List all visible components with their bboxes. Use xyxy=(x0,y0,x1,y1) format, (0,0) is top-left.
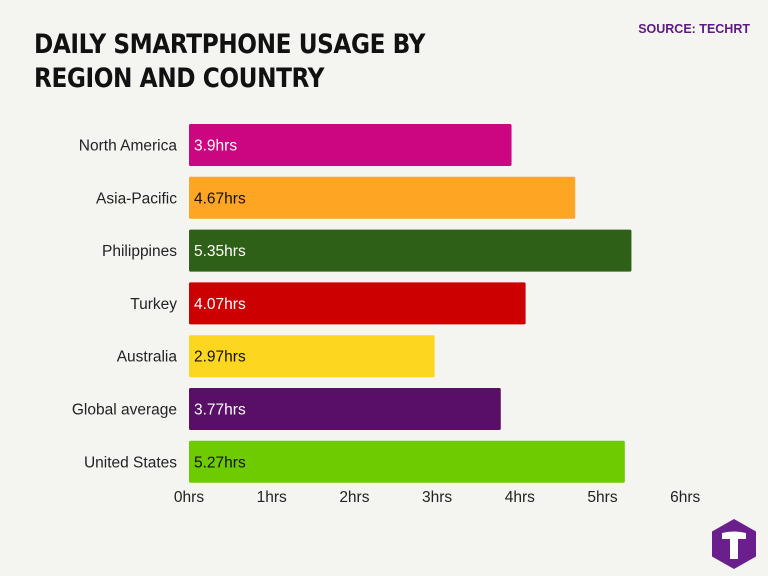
x-tick-label: 6hrs xyxy=(670,489,700,506)
bar-asia-pacific xyxy=(189,176,576,219)
bar-global-average xyxy=(189,388,501,430)
x-tick-label: 2hrs xyxy=(339,489,369,506)
category-label: Global average xyxy=(72,402,177,419)
category-label: Asia-Pacific xyxy=(96,190,177,207)
category-label: North America xyxy=(79,138,178,155)
value-label: 5.35hrs xyxy=(194,243,246,260)
category-label: United States xyxy=(84,454,177,471)
category-label: Australia xyxy=(117,349,178,366)
value-label: 4.67hrs xyxy=(194,190,246,207)
value-label: 5.27hrs xyxy=(194,454,246,471)
source-label: SOURCE: TECHRT xyxy=(638,22,750,36)
bar-turkey xyxy=(189,282,526,325)
bar-australia xyxy=(189,335,435,378)
value-label: 3.77hrs xyxy=(194,402,246,419)
x-tick-label: 0hrs xyxy=(174,489,204,506)
x-tick-label: 1hrs xyxy=(257,489,287,506)
techrt-logo-icon xyxy=(712,519,756,569)
x-tick-label: 4hrs xyxy=(505,489,535,506)
value-label: 3.9hrs xyxy=(194,138,237,155)
category-label: Turkey xyxy=(130,296,177,313)
chart-title: DAILY SMARTPHONE USAGE BY REGION AND COU… xyxy=(34,29,426,94)
x-tick-label: 3hrs xyxy=(422,489,452,506)
bar-philippines xyxy=(189,229,632,272)
bar-united-states xyxy=(189,440,625,483)
value-label: 2.97hrs xyxy=(194,349,246,366)
bar-north-america xyxy=(189,124,512,166)
category-label: Philippines xyxy=(102,243,177,260)
value-label: 4.07hrs xyxy=(194,296,246,313)
x-tick-label: 5hrs xyxy=(587,489,617,506)
